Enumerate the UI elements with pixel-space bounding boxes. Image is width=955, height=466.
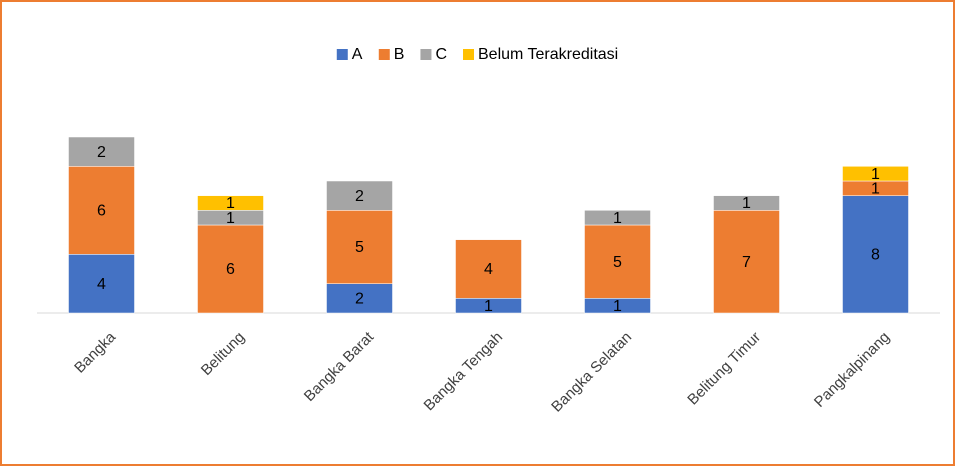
legend-label: Belum Terakreditasi [478, 46, 618, 63]
legend-item: Belum Terakreditasi [463, 46, 618, 63]
bar-segment [326, 283, 393, 314]
bar-segment [713, 195, 780, 211]
bar-segment [713, 210, 780, 314]
data-label: 1 [226, 210, 235, 227]
data-label: 2 [355, 188, 364, 205]
legend-label: C [435, 46, 447, 63]
data-label: 7 [742, 254, 751, 271]
data-label: 6 [226, 261, 235, 278]
bar-segment [326, 180, 393, 211]
data-label: 2 [355, 291, 364, 308]
bar-segment [326, 210, 393, 284]
data-label: 1 [871, 181, 880, 198]
bar-segment [842, 166, 909, 182]
data-label: 1 [484, 298, 493, 315]
legend-label: A [352, 46, 363, 63]
bar-segment [68, 136, 135, 167]
bar-segment [455, 239, 522, 299]
bar-segment [197, 195, 264, 211]
bar-segment [68, 254, 135, 314]
bar-segment [584, 210, 651, 226]
bar-segment [842, 195, 909, 314]
legend-label: B [394, 46, 405, 63]
data-label: 1 [613, 210, 622, 227]
data-label: 5 [613, 254, 622, 271]
legend-swatch [378, 49, 390, 60]
legend-item: A [336, 46, 363, 63]
legend-swatch [336, 49, 348, 60]
legend-swatch [463, 49, 475, 60]
legend-swatch [420, 49, 432, 60]
data-label: 4 [97, 276, 106, 293]
data-label: 6 [97, 203, 106, 220]
data-label: 1 [871, 166, 880, 183]
data-label: 1 [742, 195, 751, 212]
legend-item: B [378, 46, 405, 63]
data-label: 5 [355, 239, 364, 256]
data-label: 2 [97, 144, 106, 161]
bar-segment [584, 224, 651, 299]
data-label: 1 [226, 195, 235, 212]
data-label: 1 [613, 298, 622, 315]
data-label: 8 [871, 247, 880, 264]
data-label: 4 [484, 261, 493, 278]
legend-item: C [420, 46, 447, 63]
